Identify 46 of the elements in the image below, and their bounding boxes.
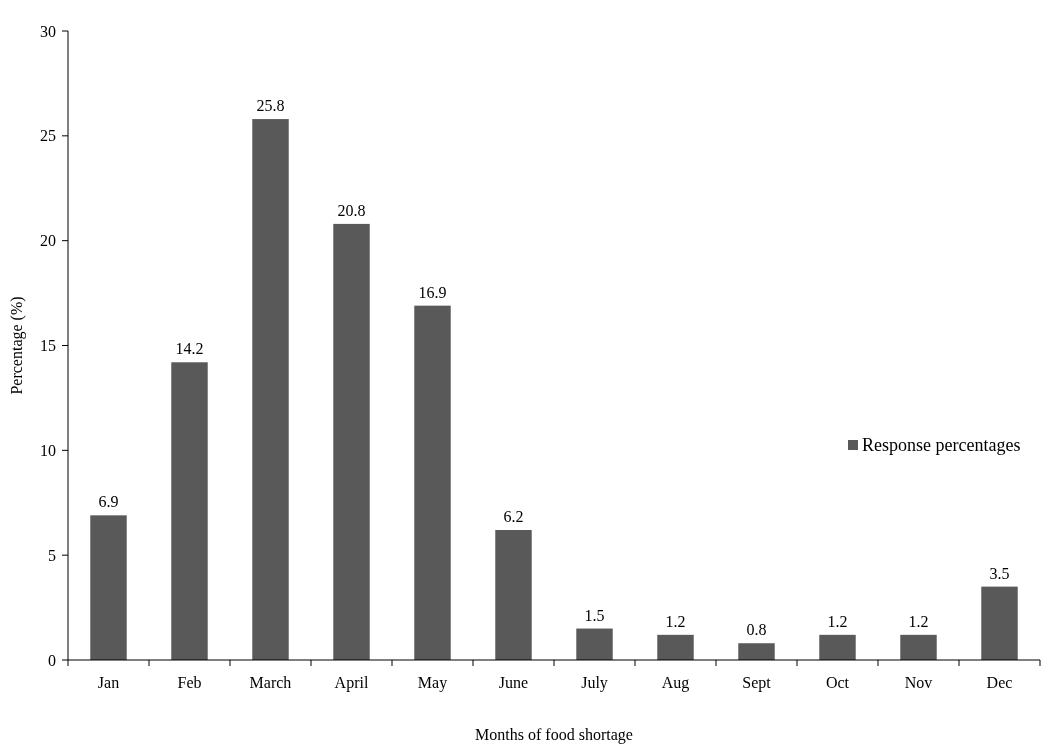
y-tick-label: 0 (48, 651, 56, 669)
data-label: 6.2 (503, 508, 524, 526)
x-tick-label: May (417, 674, 448, 692)
data-label: 1.2 (665, 612, 686, 630)
y-tick-label: 15 (40, 337, 56, 355)
data-label: 1.5 (584, 606, 605, 624)
bar (171, 362, 208, 660)
bar (738, 643, 775, 660)
data-label: 16.9 (418, 283, 447, 301)
bar (252, 119, 289, 660)
bar (576, 628, 613, 660)
x-tick-label: Feb (177, 674, 202, 691)
x-tick-label: June (498, 674, 529, 691)
legend-label: Response percentages (862, 435, 1021, 456)
x-axis-title: Months of food shortage (475, 726, 633, 744)
x-tick-label: April (334, 674, 369, 692)
bar (900, 634, 937, 660)
bar (819, 634, 856, 660)
bar (333, 223, 370, 660)
x-tick-label: Jan (97, 674, 120, 691)
x-tick-label: March (249, 674, 292, 691)
data-label: 25.8 (256, 97, 285, 115)
y-tick-label: 25 (40, 127, 56, 145)
bar (414, 305, 451, 660)
y-tick-label: 30 (40, 22, 56, 40)
bar (495, 530, 532, 660)
y-tick-label: 5 (48, 546, 56, 564)
x-tick-label: Dec (986, 674, 1013, 691)
data-label: 1.2 (908, 612, 929, 630)
data-label: 0.8 (746, 621, 767, 639)
data-label: 20.8 (337, 201, 366, 219)
x-tick-label: Nov (904, 674, 933, 691)
y-tick-label: 10 (40, 441, 56, 459)
data-label: 14.2 (175, 340, 204, 358)
bar (981, 586, 1018, 660)
y-axis-title: Percentage (%) (8, 296, 26, 395)
bar (90, 515, 127, 660)
x-tick-label: Aug (661, 674, 690, 692)
bar (657, 634, 694, 660)
data-label: 6.9 (98, 493, 119, 511)
data-label: 1.2 (827, 612, 848, 630)
x-tick-label: Oct (825, 674, 850, 691)
x-tick-label: July (581, 674, 608, 692)
data-label: 3.5 (989, 564, 1010, 582)
x-tick-label: Sept (742, 674, 772, 692)
y-tick-label: 20 (40, 232, 56, 250)
